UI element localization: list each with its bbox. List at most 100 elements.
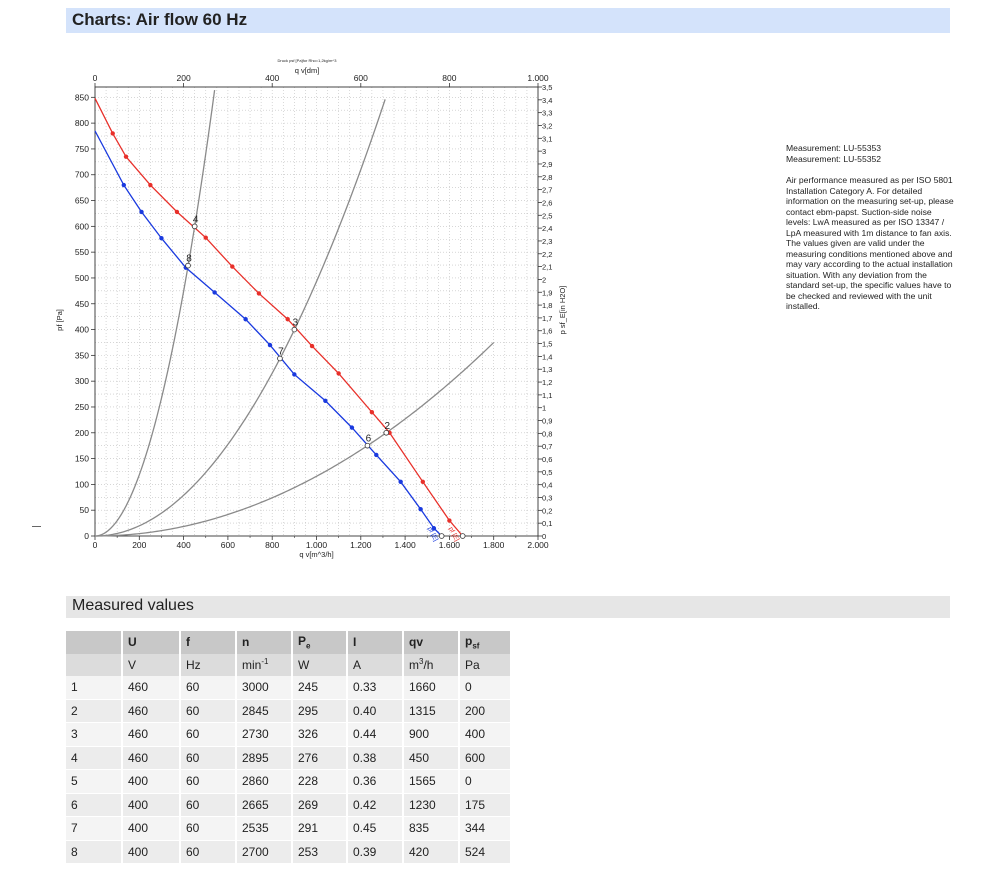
table-cell: 295 — [292, 699, 348, 723]
table-cell: 2 — [66, 699, 123, 723]
operating-point-label: 6 — [366, 434, 372, 445]
table-cell: 60 — [180, 793, 237, 817]
table-cell: 420 — [403, 840, 460, 864]
y-tick-label: 650 — [75, 196, 89, 206]
x-tick-label: 1.800 — [483, 540, 505, 550]
measured-values-table: U f n Pe I qv psf V Hz min-1 W A m3/h Pa… — [66, 631, 512, 864]
series-point — [121, 182, 126, 188]
series-line — [94, 98, 464, 537]
x-tick-label: 0 — [93, 540, 98, 550]
table-cell: 450 — [403, 746, 460, 770]
y-tick-label: 700 — [75, 170, 89, 180]
charts-header: Charts: Air flow 60 Hz — [66, 8, 950, 33]
table-cell: 400 — [122, 793, 181, 817]
x-tick-label: 1.600 — [439, 540, 461, 550]
y2-tick-label: 0,4 — [542, 481, 552, 490]
table-cell: 524 — [459, 840, 512, 864]
y-tick-label: 550 — [75, 247, 89, 257]
air-flow-chart: 0 200 400 600 800 1.000 1.200 1.400 1.600 1.800 2.… — [55, 58, 567, 559]
series-line — [94, 130, 443, 537]
y2-tick-label: 3,3 — [542, 109, 552, 118]
charts-title: Charts: Air flow 60 Hz — [72, 10, 248, 29]
series-point — [309, 343, 315, 349]
y-tick-label: 100 — [75, 479, 89, 489]
table-cell: 0.39 — [347, 840, 404, 864]
table-cell: 200 — [459, 699, 512, 723]
y2-tick-label: 0,1 — [542, 519, 552, 528]
table-cell: 2665 — [236, 793, 293, 817]
table-cell: 2535 — [236, 816, 293, 841]
operating-point — [191, 223, 198, 230]
y2-tick-label: 2,8 — [542, 173, 552, 182]
y2-tick-label: 1,4 — [542, 352, 552, 361]
x-tick-label: 800 — [265, 540, 279, 550]
measurement-id-2: Measurement: LU-55352 — [786, 153, 882, 164]
unit-cell — [66, 653, 123, 676]
system-curve — [94, 99, 386, 537]
series-point — [369, 409, 375, 415]
y2-tick-label: 2,5 — [542, 211, 552, 220]
table-cell: 4 — [66, 746, 123, 770]
operating-point-label: 8 — [186, 254, 192, 265]
y2-tick-label: 1,9 — [542, 288, 552, 297]
table-cell: 3 — [66, 722, 123, 747]
operating-point — [438, 533, 445, 539]
series-point — [418, 506, 423, 512]
x2-tick-label: 400 — [265, 73, 279, 83]
table-cell: 276 — [292, 746, 348, 770]
series-point — [110, 131, 115, 136]
operating-point — [459, 533, 466, 539]
measured-values-title: Measured values — [72, 597, 194, 614]
table-cell: 60 — [180, 676, 237, 700]
table-cell: 0 — [459, 769, 512, 794]
unit-cell: Pa — [459, 653, 512, 676]
table-cell: 60 — [180, 840, 237, 864]
table-row: 8 400 60 2700 253 0.39 420 524 — [66, 840, 512, 864]
y-tick-label: 200 — [75, 428, 89, 438]
table-cell: 400 — [122, 816, 181, 841]
series-point — [212, 290, 217, 295]
table-cell: 0 — [459, 676, 512, 700]
y2-tick-label: 2,9 — [542, 160, 552, 169]
y-tick-label: 450 — [75, 299, 89, 309]
table-cell: 7 — [66, 816, 123, 841]
measurement-id-1: Measurement: LU-55353 — [786, 143, 882, 153]
unit-cell: min-1 — [236, 653, 293, 676]
unit-cell-sup: 3 — [419, 657, 424, 667]
table-cell: 245 — [292, 676, 348, 700]
table-cell: 253 — [292, 840, 348, 864]
table-unit-row: V Hz min-1 W A m3/h Pa — [66, 653, 512, 676]
series-point — [447, 518, 452, 523]
table-cell: 228 — [292, 769, 348, 794]
table-cell: 2730 — [236, 722, 293, 747]
series-point — [285, 317, 290, 322]
operating-point-label: 4 — [193, 214, 199, 225]
series-point — [203, 235, 208, 240]
y-tick-label: 500 — [75, 273, 89, 283]
table-cell: 2895 — [236, 746, 293, 770]
y2-tick-label: 1 — [542, 404, 546, 413]
y-tick-label: 0 — [84, 531, 89, 541]
y2-tick-label: 2,4 — [542, 224, 552, 233]
series-point — [431, 526, 437, 531]
y2-tick-label: 0,2 — [542, 506, 552, 515]
operating-point — [383, 429, 390, 436]
table-cell: 0.40 — [347, 699, 404, 723]
table-cell: 900 — [403, 722, 460, 747]
table-row: 1 460 60 3000 245 0.33 1660 0 — [66, 676, 512, 700]
table-cell: 1230 — [403, 793, 460, 817]
series-point — [292, 372, 297, 377]
series-point — [123, 154, 129, 159]
series-point — [230, 264, 235, 269]
y2-tick-label: 2,2 — [542, 250, 552, 259]
series-point — [374, 452, 379, 458]
y-tick-label: 850 — [75, 92, 89, 102]
table-cell: 400 — [459, 722, 512, 747]
series-point — [267, 342, 273, 348]
table-row: 7 400 60 2535 291 0.45 835 344 — [66, 816, 512, 841]
unit-cell: W — [292, 653, 348, 676]
table-cell: 0.44 — [347, 722, 404, 747]
table-cell: 0.33 — [347, 676, 404, 700]
y2-axis-label: p sf_E[in H2O] — [558, 286, 567, 335]
table-cell: 600 — [459, 746, 512, 770]
